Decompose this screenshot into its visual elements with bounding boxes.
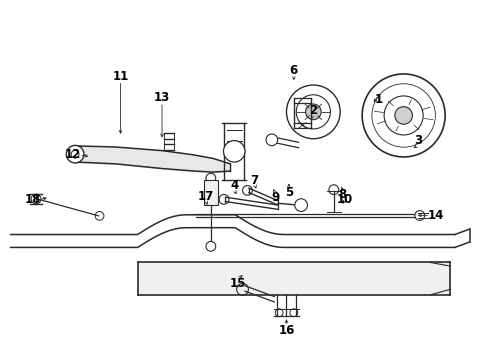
- Circle shape: [295, 199, 308, 211]
- Circle shape: [287, 85, 340, 139]
- Circle shape: [206, 242, 216, 251]
- Text: 9: 9: [271, 192, 279, 204]
- Text: 1: 1: [375, 93, 383, 106]
- Circle shape: [66, 145, 84, 163]
- Text: 3: 3: [414, 134, 422, 147]
- Text: 18: 18: [24, 193, 41, 206]
- Circle shape: [266, 134, 278, 146]
- Circle shape: [362, 74, 445, 157]
- FancyBboxPatch shape: [203, 180, 218, 205]
- Text: 2: 2: [309, 104, 318, 117]
- Text: 16: 16: [278, 324, 294, 337]
- Circle shape: [415, 211, 425, 220]
- Text: 14: 14: [428, 210, 444, 222]
- Circle shape: [395, 107, 413, 124]
- Text: 17: 17: [198, 190, 214, 203]
- Text: 4: 4: [230, 179, 239, 192]
- Text: 8: 8: [339, 188, 347, 201]
- Circle shape: [206, 173, 216, 183]
- Text: 6: 6: [290, 64, 298, 77]
- Text: 11: 11: [112, 69, 129, 82]
- Circle shape: [223, 140, 245, 162]
- Text: 13: 13: [154, 91, 170, 104]
- Circle shape: [306, 104, 321, 120]
- Text: 15: 15: [229, 278, 246, 291]
- Text: 10: 10: [337, 193, 353, 206]
- Text: 5: 5: [285, 186, 293, 199]
- Text: 12: 12: [65, 148, 81, 161]
- Text: 7: 7: [251, 174, 259, 186]
